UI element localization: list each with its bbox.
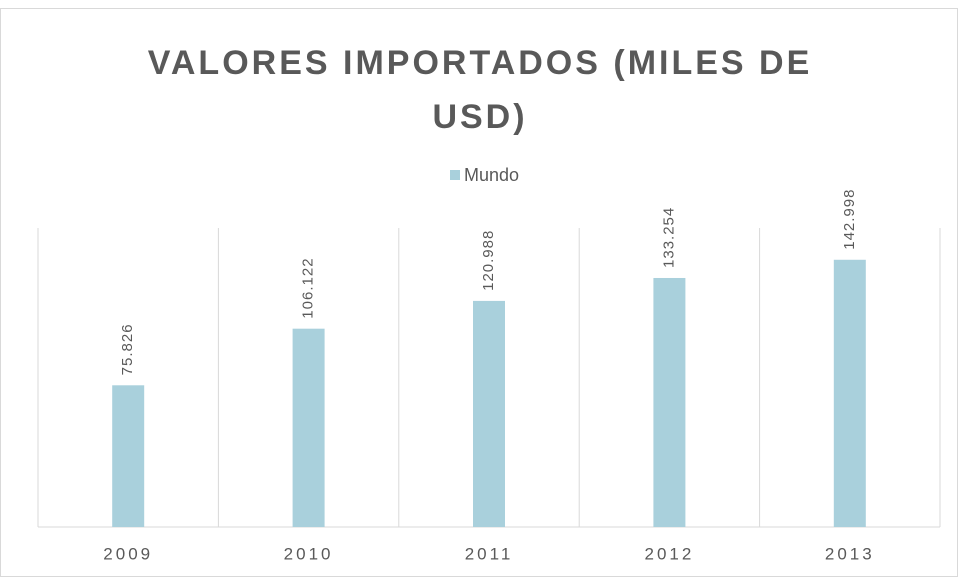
frame	[0, 8, 958, 577]
bar	[473, 300, 505, 527]
bar	[833, 259, 866, 527]
data-label: 142.998	[841, 189, 858, 250]
x-tick-label: 2009	[103, 544, 153, 563]
data-label: 120.988	[480, 230, 497, 291]
bar	[292, 328, 325, 527]
legend-swatch	[450, 170, 460, 180]
data-label: 75.826	[119, 323, 136, 375]
data-label: 106.122	[300, 257, 317, 318]
legend-label: Mundo	[464, 165, 519, 185]
bar	[653, 277, 686, 527]
x-tick-label: 2011	[465, 544, 514, 563]
bar	[112, 385, 145, 527]
data-label: 133.254	[660, 207, 677, 268]
x-tick-label: 2013	[825, 544, 875, 563]
x-tick-label: 2012	[644, 544, 694, 563]
chart-title: VALORES IMPORTADOS (MILES DE USD)	[147, 44, 813, 136]
x-tick-label: 2010	[284, 544, 334, 563]
